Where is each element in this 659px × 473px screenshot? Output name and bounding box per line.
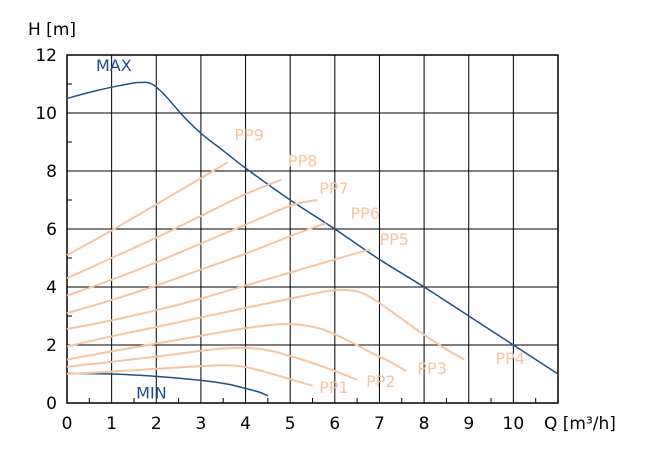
curve-label-pp5: PP5 xyxy=(379,230,408,249)
x-tick-label: 3 xyxy=(195,414,206,434)
x-tick-label: 8 xyxy=(419,414,430,434)
x-tick-label: 2 xyxy=(151,414,162,434)
x-tick-label: 4 xyxy=(240,414,251,434)
y-axis-title: H [m] xyxy=(28,20,76,40)
curve-label-pp7: PP7 xyxy=(319,179,348,198)
x-tick-label: 5 xyxy=(285,414,296,434)
x-tick-label: 9 xyxy=(463,414,474,434)
curves xyxy=(66,81,559,397)
curve-label-pp2: PP2 xyxy=(366,372,395,391)
curve-pp1 xyxy=(66,364,313,387)
y-tick-label: 12 xyxy=(35,46,57,66)
y-tick-label: 6 xyxy=(46,220,57,240)
plot-border xyxy=(66,54,559,404)
y-tick-label: 0 xyxy=(46,394,57,414)
curve-pp7 xyxy=(66,199,318,297)
x-tick-label: 10 xyxy=(503,414,525,434)
y-tick-label: 2 xyxy=(46,336,57,356)
curve-label-min: MIN xyxy=(136,384,167,403)
x-tick-label: 0 xyxy=(62,414,73,434)
curve-label-pp9: PP9 xyxy=(234,126,263,145)
curve-pp9 xyxy=(66,161,229,256)
curve-pp4 xyxy=(66,288,465,361)
curve-label-pp4: PP4 xyxy=(496,349,525,368)
curve-pp3 xyxy=(66,322,407,372)
curve-min xyxy=(66,372,269,397)
x-tick-label: 1 xyxy=(106,414,117,434)
y-tick-label: 10 xyxy=(35,104,57,124)
x-axis-title: Q [m³/h] xyxy=(544,414,616,434)
y-tick-label: 8 xyxy=(46,162,57,182)
curve-label-max: MAX xyxy=(96,56,132,75)
curve-label-pp3: PP3 xyxy=(417,359,446,378)
curve-label-pp6: PP6 xyxy=(350,204,379,223)
y-tick-label: 4 xyxy=(46,278,57,298)
x-tick-label: 7 xyxy=(374,414,385,434)
curve-label-pp1: PP1 xyxy=(319,378,348,397)
curve-max xyxy=(66,81,559,375)
curve-pp6 xyxy=(66,222,327,315)
x-tick-label: 6 xyxy=(329,414,340,434)
curve-pp2 xyxy=(66,346,358,381)
curve-pp8 xyxy=(66,178,282,280)
curve-label-pp8: PP8 xyxy=(288,152,317,171)
grid xyxy=(66,54,559,404)
curve-pp5 xyxy=(66,248,371,331)
